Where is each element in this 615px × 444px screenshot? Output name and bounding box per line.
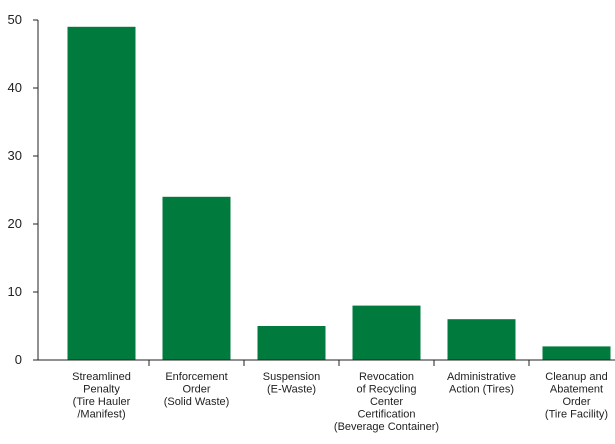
x-category-label-line: Revocation	[359, 371, 414, 383]
x-category-label-line: (Tire Facility)	[545, 409, 608, 421]
bar	[257, 326, 326, 360]
bar	[67, 26, 136, 361]
x-category-label-line: /Manifest)	[77, 409, 125, 421]
x-category-label-line: Action (Tires)	[449, 384, 514, 396]
y-tick-label: 0	[15, 352, 22, 367]
x-category-label-line: of Recycling	[357, 384, 417, 396]
x-category-label-line: Streamlined	[72, 371, 131, 383]
bars	[67, 26, 611, 361]
x-category-label: Administrative Action (Tires)	[447, 371, 516, 396]
x-category-label: Suspension (E-Waste)	[263, 371, 321, 396]
y-tick-label: 30	[8, 148, 22, 163]
bar	[447, 319, 516, 360]
x-category-label-line: Order	[562, 396, 590, 408]
x-category-label: Streamlined Penalty (Tire Hauler/Manifest)	[72, 371, 131, 421]
x-category-label: Cleanup and Abatement Order (Tire Facility)	[545, 371, 608, 421]
x-category-label-line: Order	[182, 384, 210, 396]
x-category-label-line: Enforcement	[165, 371, 227, 383]
bar	[542, 346, 611, 360]
x-category-label-line: (E-Waste)	[267, 384, 316, 396]
x-category-label-line: Suspension	[263, 371, 321, 383]
x-category-label-line: Certification	[357, 409, 415, 421]
bar	[162, 196, 231, 360]
x-axis: Streamlined Penalty (Tire Hauler/Manifest)…	[38, 359, 615, 433]
x-category-label-line: (Tire Hauler	[73, 396, 131, 408]
y-tick-label: 10	[8, 284, 22, 299]
x-category-label-line: (Solid Waste)	[164, 396, 230, 408]
x-category-label-line: (Beverage Container)	[334, 421, 439, 433]
y-tick-label: 20	[8, 216, 22, 231]
x-category-label-line: Administrative	[447, 371, 516, 383]
y-axis: 0 10 20 30 40 50	[8, 12, 39, 367]
bar	[352, 305, 421, 360]
x-category-label: Enforcement Order (Solid Waste)	[164, 371, 230, 408]
x-category-label-line: Penalty	[83, 384, 120, 396]
x-category-label-line: Center	[370, 396, 403, 408]
y-tick-label: 50	[8, 12, 22, 27]
x-category-label: Revocation of Recycling Center Certificatio…	[334, 371, 439, 433]
y-tick-label: 40	[8, 80, 22, 95]
x-category-label-line: Cleanup and	[545, 371, 607, 383]
x-category-label-line: Abatement	[550, 384, 603, 396]
